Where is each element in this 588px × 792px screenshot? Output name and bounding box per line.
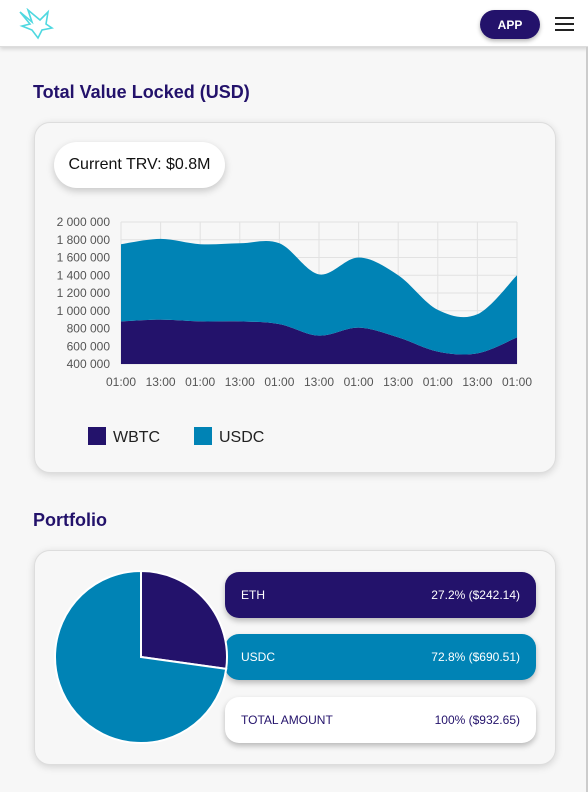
row-value: 100% ($932.65)	[434, 713, 520, 727]
row-label: ETH	[241, 588, 265, 602]
total-row: TOTAL AMOUNT 100% ($932.65)	[225, 697, 536, 743]
legend-row: ETH 27.2% ($242.14)	[225, 572, 536, 618]
logo[interactable]	[18, 8, 54, 40]
section-title: Portfolio	[33, 510, 107, 530]
legend-row: USDC 72.8% ($690.51)	[225, 634, 536, 680]
header: APP	[0, 0, 588, 47]
scrollbar	[586, 47, 588, 792]
app-button[interactable]: APP	[480, 10, 540, 39]
tvl-badge: Current TRV: $0.8M	[54, 142, 225, 188]
section-title: Total Value Locked (USD)	[33, 82, 250, 102]
row-label: USDC	[241, 650, 276, 664]
row-value: 72.8% ($690.51)	[431, 650, 520, 664]
row-label: TOTAL AMOUNT	[241, 713, 333, 727]
row-value: 27.2% ($242.14)	[431, 588, 520, 602]
menu-icon[interactable]	[555, 16, 575, 32]
